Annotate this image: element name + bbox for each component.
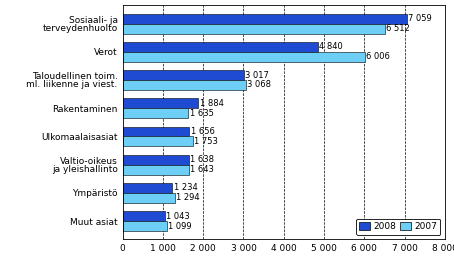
- Bar: [123, 136, 193, 146]
- Text: 6 006: 6 006: [366, 52, 390, 61]
- Bar: [123, 155, 188, 165]
- Bar: [123, 80, 246, 90]
- Text: 7 059: 7 059: [408, 14, 432, 23]
- Bar: [123, 221, 167, 231]
- Text: 1 753: 1 753: [194, 137, 218, 146]
- Text: 1 884: 1 884: [200, 99, 223, 108]
- Bar: [123, 14, 407, 24]
- Text: 1 643: 1 643: [190, 165, 214, 174]
- Text: 1 638: 1 638: [190, 155, 214, 164]
- Bar: [123, 193, 175, 203]
- Bar: [123, 127, 189, 136]
- Text: 4 840: 4 840: [319, 42, 343, 51]
- Text: 1 294: 1 294: [176, 193, 200, 202]
- Bar: [123, 42, 318, 52]
- Text: 3 017: 3 017: [245, 70, 269, 80]
- Bar: [123, 98, 198, 108]
- Bar: [123, 165, 189, 174]
- Bar: [123, 24, 385, 34]
- Bar: [123, 183, 173, 193]
- Bar: [123, 70, 244, 80]
- Text: 6 512: 6 512: [386, 24, 410, 33]
- Legend: 2008, 2007: 2008, 2007: [356, 219, 440, 235]
- Bar: [123, 211, 165, 221]
- Text: 1 099: 1 099: [168, 222, 192, 231]
- Bar: [123, 108, 188, 118]
- Text: 1 043: 1 043: [166, 212, 190, 221]
- Bar: [123, 52, 365, 62]
- Text: 1 656: 1 656: [191, 127, 214, 136]
- Text: 1 635: 1 635: [190, 109, 213, 118]
- Text: 1 234: 1 234: [173, 184, 197, 192]
- Text: 3 068: 3 068: [247, 81, 271, 89]
